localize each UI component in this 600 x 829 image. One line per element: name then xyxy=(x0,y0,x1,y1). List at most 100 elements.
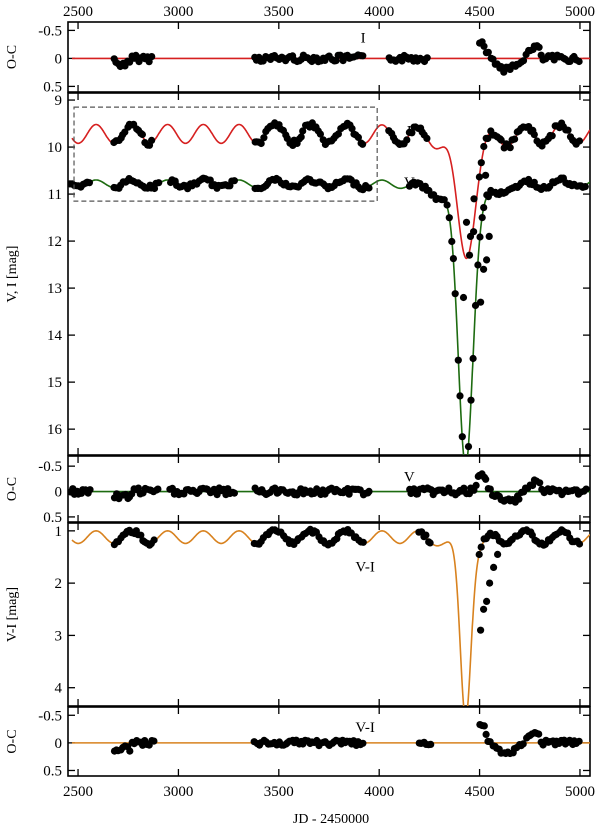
oc-i-point xyxy=(423,54,431,62)
i-band-point xyxy=(480,142,488,151)
v-minus-i-point xyxy=(490,563,498,572)
panel-v-minus-i: 1 2 3 4 V-I [mag] V-I xyxy=(5,522,591,707)
v-minus-i-point xyxy=(150,536,158,544)
v-minus-i-point xyxy=(422,531,430,539)
i-band-point xyxy=(299,127,307,135)
v-minus-i-point xyxy=(426,539,434,547)
v-minus-i-point xyxy=(477,626,485,634)
v-minus-i-point xyxy=(477,543,485,551)
i-band-point xyxy=(477,159,485,167)
oc-v-point xyxy=(345,490,353,498)
oc_i-ytick-label-1: 0 xyxy=(55,51,63,67)
oc-vi-point xyxy=(480,722,488,730)
oc_v-ytick-label-2: 0.5 xyxy=(43,510,62,526)
oc_vi-ytick-label-1: 0 xyxy=(55,736,63,752)
x-tick-label-top-2: 3500 xyxy=(264,4,294,20)
panel-oc-v: -0.5 0 0.5 O-C V xyxy=(5,455,591,526)
i-band-point xyxy=(138,130,146,139)
v-band-point xyxy=(476,233,484,241)
v-band-point xyxy=(230,177,238,185)
i-band-point xyxy=(462,218,471,226)
v-band-point xyxy=(480,204,488,212)
x-tick-label-top-5: 5000 xyxy=(565,4,595,20)
oc_i-frame xyxy=(67,21,591,93)
oc_v-ytick-label-1: 0 xyxy=(55,485,63,501)
v-band-point xyxy=(483,256,491,264)
oc_i-ytick-label-0: -0.5 xyxy=(38,23,62,39)
main-ytick-label-7: 16 xyxy=(47,422,63,438)
oc-vi-series-label: V-I xyxy=(355,720,374,736)
v-band-point xyxy=(365,184,373,192)
i-band-point xyxy=(260,134,268,142)
main-ytick-label-6: 15 xyxy=(47,375,62,391)
v-band-point xyxy=(478,214,486,222)
i-band-point xyxy=(575,137,584,145)
vi-y-axis-label: V-I [mag] xyxy=(5,587,20,642)
main-y-axis-label: V, I [mag] xyxy=(5,246,20,303)
oc-i-point xyxy=(497,63,505,71)
oc-vi-point xyxy=(519,740,527,748)
main-ytick-label-5: 14 xyxy=(47,328,63,344)
oc-v-point xyxy=(134,484,142,492)
oc-v-point xyxy=(515,495,523,503)
i-band-point xyxy=(403,136,411,144)
v-band-point xyxy=(469,354,477,363)
main-ytick-label-1: 10 xyxy=(47,140,62,156)
panel-oc-i: -0.5 0 0.5 O-C I xyxy=(5,21,591,95)
oc-vi-point xyxy=(535,730,543,738)
oc-v-point xyxy=(86,486,94,494)
oc-vi-point xyxy=(126,747,134,755)
v-band-point xyxy=(443,201,451,209)
main-ytick-label-3: 12 xyxy=(47,234,62,250)
oc-v-series-label: V xyxy=(404,469,415,485)
oc-i-point xyxy=(519,57,528,65)
x-tick-label-top-1: 3000 xyxy=(163,4,193,20)
v-band-point xyxy=(471,301,480,310)
vi-ytick-label-0: 1 xyxy=(55,524,63,540)
x-tick-label-bottom-0: 2500 xyxy=(63,784,93,800)
vi-series-label: V-I xyxy=(355,560,374,576)
x-axis-label: JD - 2450000 xyxy=(293,812,369,827)
oc-v-point xyxy=(365,487,373,495)
v-band-point xyxy=(474,261,482,269)
v-band-point xyxy=(448,237,456,246)
i-band-point xyxy=(506,144,514,152)
oc-v-point xyxy=(154,485,162,493)
i-band-point xyxy=(564,126,572,134)
v-band-point xyxy=(461,456,468,463)
i-band-point xyxy=(548,132,556,140)
v-band-point xyxy=(464,443,473,451)
v-minus-i-point xyxy=(475,550,483,559)
v-band-point xyxy=(470,228,478,236)
v-band-point xyxy=(449,255,457,263)
v-band-point xyxy=(464,456,471,463)
v-band-point xyxy=(454,356,462,364)
x-tick-label-bottom-2: 3500 xyxy=(264,784,294,800)
vi-ytick-label-3: 4 xyxy=(55,681,63,697)
i-band-point xyxy=(148,136,156,144)
v-band-point xyxy=(477,298,485,306)
x-tick-label-bottom-3: 4000 xyxy=(364,784,394,800)
main-ytick-label-4: 13 xyxy=(47,281,62,297)
oc-i-point xyxy=(575,57,583,66)
v-band-point xyxy=(155,179,163,187)
panel-v-i-magnitudes: 9 10 11 12 13 14 15 16 V, I [mag] I V xyxy=(5,92,591,463)
oc_vi-ytick-label-2: 0.5 xyxy=(43,763,62,779)
main-series-label-1: V xyxy=(404,175,415,191)
vi-ytick-label-1: 2 xyxy=(55,576,63,592)
oc-vi-point xyxy=(150,737,158,745)
v-band-point xyxy=(581,183,589,191)
main-frame xyxy=(67,92,591,456)
i-band-point xyxy=(354,133,362,141)
oc-i-point xyxy=(359,52,367,60)
oc_vi-frame xyxy=(67,706,591,777)
v-band-point xyxy=(485,232,493,240)
oc_v-ytick-label-0: -0.5 xyxy=(38,459,62,475)
i-band-point xyxy=(497,136,505,144)
oc_vi-y-axis-label: O-C xyxy=(5,729,20,753)
oc-v-point xyxy=(472,481,480,489)
v-minus-i-point xyxy=(359,538,367,546)
v-band-model-curve xyxy=(71,179,590,455)
i-band-point xyxy=(470,195,478,203)
oc-vi-point xyxy=(359,739,367,747)
